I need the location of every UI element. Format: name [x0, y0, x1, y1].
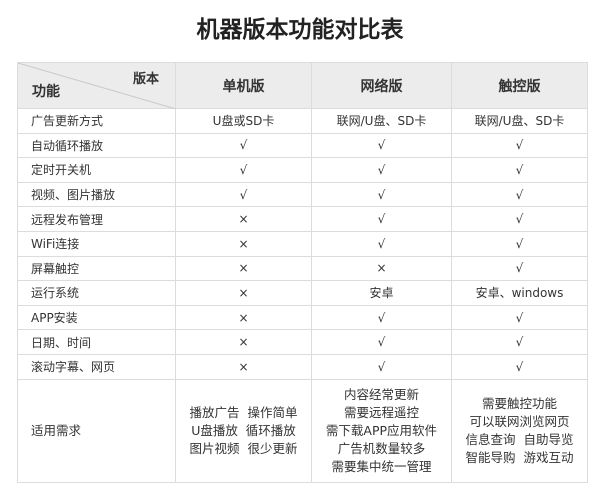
feature-cell: 自动循环播放: [17, 132, 176, 159]
needs-line: 需要集中统一管理: [331, 458, 432, 474]
corner-header: 版本 功能: [17, 62, 176, 109]
feature-cell: APP安装: [17, 304, 176, 331]
table-row: 远程发布管理 × √ √: [17, 206, 589, 232]
needs-cell: 播放广告 操作简单 U盘播放 循环播放 图片视频 很少更新: [175, 378, 312, 483]
needs-cell: 内容经常更新 需要远程遥控需下载APP应用软件 广告机数量较多 需要集中统一管理: [311, 378, 452, 483]
column-header: 单机版: [175, 62, 312, 109]
table-row: 滚动字幕、网页 × √ √: [17, 353, 589, 380]
feature-cell: 运行系统: [17, 280, 176, 306]
value-cell: √: [311, 157, 452, 183]
needs-row: 适用需求 播放广告 操作简单 U盘播放 循环播放 图片视频 很少更新 内容经常更新 需要远…: [17, 378, 589, 483]
needs-line: 需下载APP应用软件: [325, 422, 438, 438]
table-row: WiFi连接 × √ √: [17, 230, 589, 257]
value-cell: √: [450, 230, 589, 257]
needs-cell: 需要触控功能 可以联网浏览网页 信息查询 自助导览 智能导购 游戏互动: [450, 378, 589, 483]
value-cell: ×: [175, 206, 312, 232]
table-row: 日期、时间 × √ √: [17, 329, 589, 355]
value-cell: √: [175, 157, 312, 183]
diagonal-divider: [18, 63, 176, 109]
value-cell: √: [311, 304, 452, 331]
value-cell: 安卓、windows: [450, 280, 589, 306]
table-row: 视频、图片播放 √ √ √: [17, 181, 589, 208]
needs-line: 信息查询 自助导览: [465, 431, 574, 447]
needs-line: 广告机数量较多: [337, 440, 426, 456]
value-cell: √: [311, 206, 452, 232]
value-cell: √: [450, 206, 589, 232]
needs-line: U盘播放 循环播放: [191, 422, 296, 438]
value-cell: ×: [175, 353, 312, 380]
value-cell: √: [311, 353, 452, 380]
value-cell: √: [311, 329, 452, 355]
value-cell: √: [450, 181, 589, 208]
value-cell: ×: [311, 255, 452, 282]
table-row: 自动循环播放 √ √ √: [17, 132, 589, 159]
feature-cell: 视频、图片播放: [17, 181, 176, 208]
feature-cell: 屏幕触控: [17, 255, 176, 282]
feature-label: 功能: [32, 84, 60, 100]
value-cell: √: [450, 329, 589, 355]
value-cell: √: [311, 132, 452, 159]
value-cell: 安卓: [311, 280, 452, 306]
feature-cell: 远程发布管理: [17, 206, 176, 232]
value-cell: ×: [175, 329, 312, 355]
needs-line: 内容经常更新: [343, 386, 419, 402]
comparison-table: 版本 功能 单机版 网络版 触控版 广告更新方式 U盘或SD卡 联网/U盘、SD卡联…: [17, 62, 589, 483]
value-cell: 联网/U盘、SD卡: [450, 108, 589, 134]
table-row: 定时开关机 √ √ √: [17, 157, 589, 183]
needs-line: 需要触控功能: [481, 395, 557, 411]
feature-cell: 日期、时间: [17, 329, 176, 355]
feature-cell: 滚动字幕、网页: [17, 353, 176, 380]
page-title: 机器版本功能对比表: [196, 17, 404, 43]
value-cell: √: [450, 255, 589, 282]
value-cell: ×: [175, 304, 312, 331]
needs-line: 需要远程遥控: [343, 404, 419, 420]
needs-line: 智能导购 游戏互动: [465, 449, 574, 465]
needs-line: 可以联网浏览网页: [469, 413, 570, 429]
feature-cell: 定时开关机: [17, 157, 176, 183]
value-cell: √: [450, 353, 589, 380]
value-cell: √: [311, 181, 452, 208]
feature-cell: 适用需求: [17, 378, 176, 483]
value-cell: √: [450, 157, 589, 183]
feature-cell: 广告更新方式: [17, 108, 176, 134]
value-cell: √: [450, 132, 589, 159]
needs-line: 播放广告 操作简单: [189, 404, 298, 420]
value-cell: √: [450, 304, 589, 331]
value-cell: U盘或SD卡: [175, 108, 312, 134]
value-cell: 联网/U盘、SD卡: [311, 108, 452, 134]
table-row: 运行系统 × 安卓 安卓、windows: [17, 280, 589, 306]
value-cell: √: [175, 132, 312, 159]
value-cell: ×: [175, 255, 312, 282]
value-cell: ×: [175, 280, 312, 306]
value-cell: √: [311, 230, 452, 257]
column-header: 网络版: [311, 62, 452, 109]
table-row: APP安装 × √ √: [17, 304, 589, 331]
value-cell: ×: [175, 230, 312, 257]
version-label: 版本: [132, 72, 159, 87]
table-row: 屏幕触控 × × √: [17, 255, 589, 282]
column-header: 触控版: [450, 62, 589, 109]
needs-line: 图片视频 很少更新: [189, 440, 298, 456]
table-row: 广告更新方式 U盘或SD卡 联网/U盘、SD卡 联网/U盘、SD卡: [17, 108, 589, 134]
value-cell: √: [175, 181, 312, 208]
feature-cell: WiFi连接: [17, 230, 176, 257]
